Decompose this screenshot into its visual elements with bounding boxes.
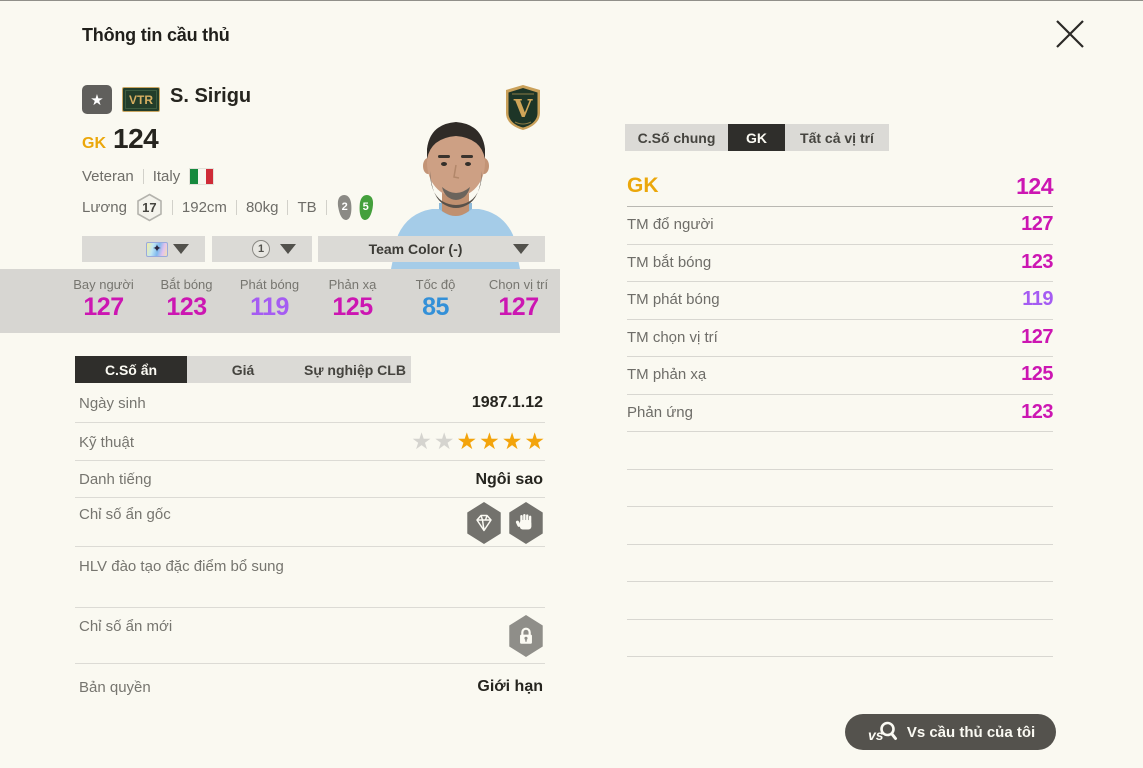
right-tab-bar: C.Số chung GK Tất cả vị trí <box>625 124 889 151</box>
tab-gk-stats[interactable]: GK <box>728 124 785 151</box>
glove-hexagon-icon <box>509 502 543 544</box>
left-tab-bar: C.Số ẩn Giá Sự nghiệp CLB <box>75 356 411 383</box>
card-grade-dropdown[interactable]: ✦ <box>82 236 205 262</box>
tab-price[interactable]: Giá <box>187 356 299 383</box>
position-stats-list: TM đổ người 127 TM bắt bóng 123 TM phát … <box>627 207 1053 657</box>
gem-hexagon-icon <box>467 502 501 544</box>
weight-value: 80kg <box>245 198 279 216</box>
stat-speed: Tốc độ 85 <box>415 277 456 321</box>
row-reputation: Danh tiếng Ngôi sao <box>75 461 545 498</box>
season-label: Veteran <box>82 168 134 185</box>
star-icon: ★ <box>524 428 545 454</box>
star-icon: ★ <box>479 428 500 454</box>
vs-my-player-button[interactable]: vs Vs cầu thủ của tôi <box>845 714 1056 750</box>
favorite-button[interactable]: ★ <box>82 85 112 114</box>
row-birthdate: Ngày sinh 1987.1.12 <box>75 383 545 423</box>
empty-row <box>627 620 1053 657</box>
row-reactions: Phản ứng 123 <box>627 395 1053 432</box>
row-gk-positioning: TM chọn vị trí 127 <box>627 320 1053 357</box>
player-meta-row-1: Veteran Italy <box>82 168 215 185</box>
salary-label: Lương <box>82 198 127 216</box>
lock-hexagon-icon <box>509 615 543 657</box>
empty-row <box>627 470 1053 507</box>
stat-diving: Bay người 127 <box>73 277 134 321</box>
tab-hidden-stats[interactable]: C.Số ẩn <box>75 356 187 383</box>
row-gk-reflexes: TM phản xạ 125 <box>627 357 1053 395</box>
player-meta-row-2: Lương 17 192cm 80kg TB 2 5 <box>82 193 375 221</box>
skill-stars: ★ ★ ★ ★ ★ ★ <box>411 430 545 453</box>
main-stats-band: Bay người 127 Bắt bóng 123 Phát bóng 119… <box>0 269 560 333</box>
row-gk-kicking: TM phát bóng 119 <box>627 282 1053 320</box>
row-copyright: Bản quyền Giới hạn <box>79 678 543 696</box>
team-color-label: Team Color (-) <box>368 241 463 257</box>
star-icon: ★ <box>411 428 432 454</box>
overall-rating: 124 <box>113 123 159 154</box>
chevron-down-icon <box>513 244 529 254</box>
svg-text:vs: vs <box>868 727 884 743</box>
close-icon[interactable] <box>1052 16 1088 52</box>
team-color-dropdown[interactable]: Team Color (-) <box>318 236 545 262</box>
veteran-shield-icon: V <box>506 85 540 130</box>
vtr-badge: VTR <box>122 87 160 112</box>
star-icon: ★ <box>90 91 104 109</box>
star-icon: ★ <box>456 428 478 454</box>
chevron-down-icon <box>173 244 189 254</box>
stat-positioning: Chọn vị trí 127 <box>488 277 549 321</box>
row-new-traits: Chỉ số ẩn mới <box>75 608 545 664</box>
chevron-down-icon <box>280 244 296 254</box>
tab-club-career[interactable]: Sự nghiệp CLB <box>299 356 411 383</box>
empty-row <box>627 582 1053 620</box>
position-rating: GK 124 <box>82 123 159 155</box>
stat-handling: Bắt bóng 123 <box>160 277 213 321</box>
vs-search-icon: vs <box>868 721 897 743</box>
stat-reflexes: Phản xạ 125 <box>328 277 377 321</box>
star-icon: ★ <box>501 428 523 454</box>
strong-foot-icon: 5 <box>357 194 375 221</box>
tab-all-positions[interactable]: Tất cả vị trí <box>785 124 889 151</box>
player-name: S. Sirigu <box>170 85 252 107</box>
body-type-value: TB <box>297 198 317 216</box>
row-skill-moves: Kỹ thuật ★ ★ ★ ★ ★ ★ <box>75 423 545 461</box>
row-coach-traits: HLV đào tạo đặc điểm bổ sung <box>75 547 545 608</box>
hidden-stats-list: Ngày sinh 1987.1.12 Kỹ thuật ★ ★ ★ ★ ★ ★ Danh… <box>75 383 545 711</box>
enhance-level-dropdown[interactable]: 1 <box>212 236 312 262</box>
weak-foot-icon: 2 <box>336 194 354 221</box>
stat-kicking: Phát bóng 119 <box>239 277 300 321</box>
empty-row <box>627 507 1053 545</box>
empty-row <box>627 432 1053 470</box>
position-stats-header: GK 124 <box>627 171 1053 207</box>
salary-hexagon: 17 <box>136 193 163 222</box>
italy-flag-icon <box>189 168 215 185</box>
gk-position-rating: 124 <box>1016 173 1053 199</box>
card-grade-icon: ✦ <box>146 241 168 257</box>
empty-row <box>627 545 1053 582</box>
salary-value: 17 <box>142 199 157 215</box>
row-gk-handling: TM bắt bóng 123 <box>627 245 1053 282</box>
enhance-level-icon: 1 <box>252 240 270 258</box>
row-original-traits: Chỉ số ẩn gốc <box>75 498 545 547</box>
position-label: GK <box>82 135 106 152</box>
gk-position-label: GK <box>627 174 659 197</box>
tab-general-stats[interactable]: C.Số chung <box>625 124 728 151</box>
height-value: 192cm <box>181 198 227 216</box>
star-icon: ★ <box>433 428 455 454</box>
row-gk-diving: TM đổ người 127 <box>627 207 1053 245</box>
svg-text:V: V <box>513 94 533 123</box>
page-title: Thông tin cầu thủ <box>82 25 230 45</box>
vs-my-player-label: Vs cầu thủ của tôi <box>906 723 1036 741</box>
nation-label: Italy <box>152 168 181 185</box>
